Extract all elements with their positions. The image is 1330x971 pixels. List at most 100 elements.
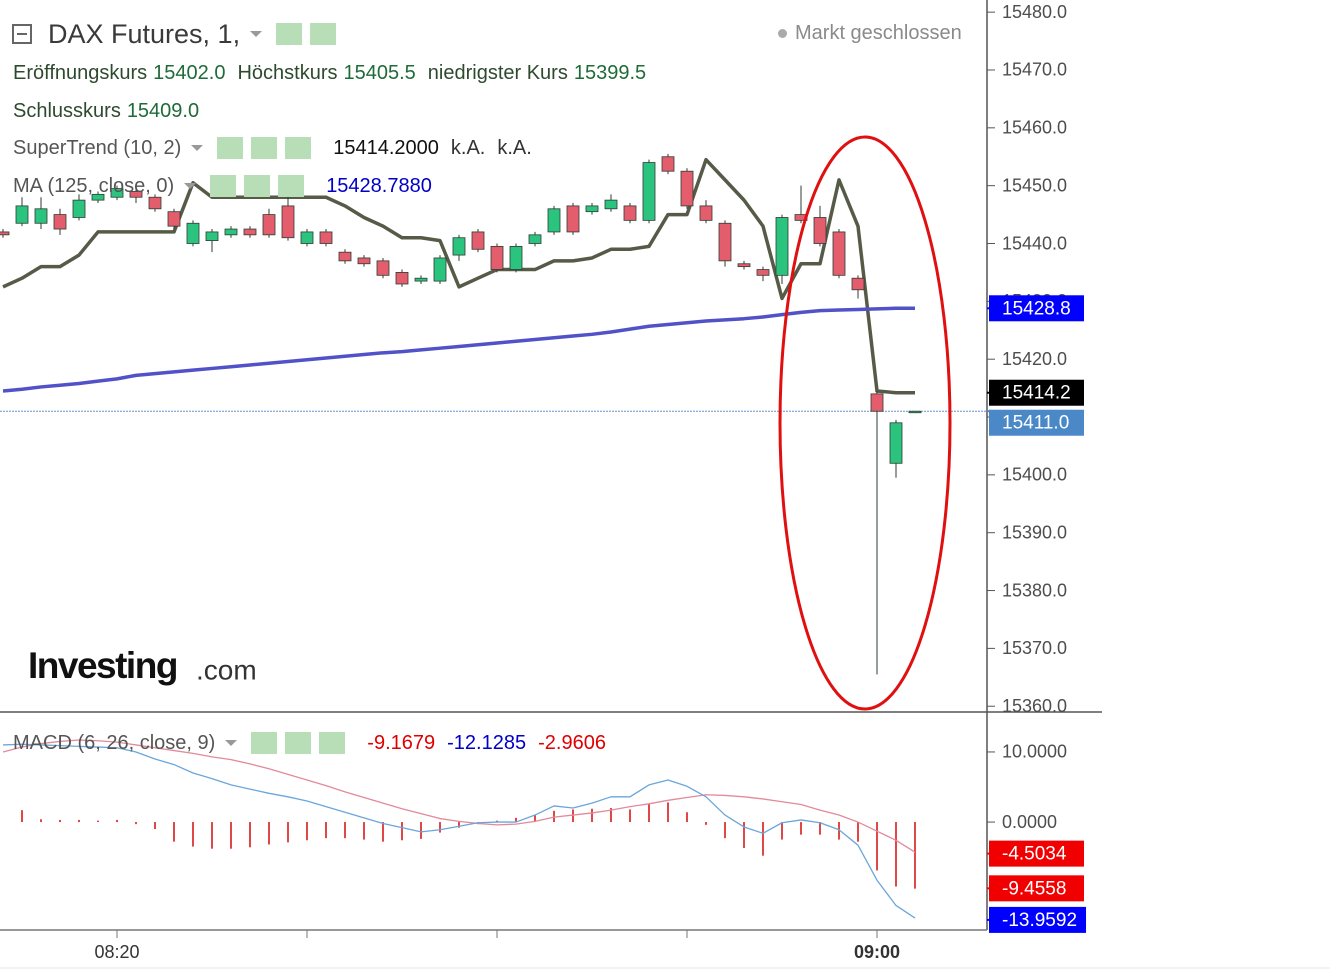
histogram-bar <box>781 822 783 840</box>
histogram-bar <box>97 820 99 823</box>
candle-body <box>34 208 48 224</box>
indicator-line <box>2 306 915 393</box>
candle-body <box>452 237 466 256</box>
histogram-bar <box>59 819 61 823</box>
histogram-bar <box>116 819 118 823</box>
histogram-bar <box>667 802 669 823</box>
candle-body <box>832 231 846 276</box>
histogram-bar <box>591 808 593 823</box>
candle-body <box>737 263 751 268</box>
histogram-bar <box>800 822 802 835</box>
candle-body <box>851 277 865 291</box>
price-tag <box>989 875 1084 902</box>
candle-body <box>281 205 295 239</box>
histogram-bar <box>724 822 726 839</box>
candle-body <box>186 222 200 244</box>
y-tick-label: 15460.0 <box>1002 118 1067 138</box>
price-tag <box>989 906 1087 933</box>
highlight-ellipse <box>778 135 952 711</box>
candle-body <box>395 272 409 285</box>
y-tick-label: 15380.0 <box>1002 580 1067 600</box>
histogram-bar <box>705 822 707 825</box>
candle-body <box>110 188 124 198</box>
histogram-bar <box>287 822 289 843</box>
price-tag-label: 15414.2 <box>1002 383 1071 404</box>
candle-body <box>376 260 390 276</box>
candle-body <box>433 257 447 282</box>
candle-body <box>680 170 694 207</box>
logo-suffix: .com <box>196 654 257 685</box>
candle-body <box>490 245 504 270</box>
histogram-bar <box>325 822 327 839</box>
time-axis-band <box>0 930 987 968</box>
histogram-bar <box>515 817 517 823</box>
candle-body <box>224 228 238 236</box>
candle-body <box>167 211 181 227</box>
candle-body <box>585 205 599 213</box>
price-tag <box>989 295 1084 322</box>
histogram-bar <box>40 819 42 823</box>
histogram-bar <box>743 822 745 848</box>
candle-body <box>0 231 10 236</box>
histogram-bar <box>629 809 631 823</box>
histogram-bar <box>344 822 346 839</box>
candle-body <box>414 277 428 282</box>
histogram-bar <box>78 819 80 823</box>
histogram-bar <box>895 822 897 887</box>
price-tag-label: -13.9592 <box>1002 910 1077 931</box>
x-tick-label: 09:00 <box>854 942 900 962</box>
candle-body <box>775 217 789 276</box>
candle-body <box>547 208 561 233</box>
candle-body <box>623 205 637 221</box>
candle-body <box>91 193 105 201</box>
y-tick-label: 15360.0 <box>1002 696 1067 716</box>
histogram-bar <box>382 822 384 842</box>
candle-body <box>642 162 656 221</box>
histogram-bar <box>553 810 555 823</box>
candle-body <box>661 156 675 172</box>
candle-body <box>889 422 903 464</box>
indicator-line <box>2 743 916 919</box>
candle-body <box>471 231 485 250</box>
candle-body <box>528 234 542 244</box>
x-tick-label: 08:20 <box>94 942 139 962</box>
candle-body <box>72 199 86 218</box>
histogram-bar <box>192 822 194 847</box>
histogram-bar <box>876 822 878 871</box>
candle-body <box>509 245 523 270</box>
y-tick-label: 15450.0 <box>1002 175 1067 195</box>
price-tag <box>989 379 1084 406</box>
candle-body <box>566 205 580 233</box>
candle-body <box>300 231 314 244</box>
candle-body <box>756 269 770 276</box>
histogram-bar <box>458 822 460 828</box>
macd-pane <box>2 739 916 919</box>
histogram-bar <box>21 810 23 823</box>
candle-body <box>15 205 29 224</box>
histogram-bar <box>572 809 574 823</box>
histogram-bar <box>230 822 232 849</box>
y-tick-label: 0.0000 <box>1002 812 1057 832</box>
logo: Investing .com <box>28 645 257 686</box>
histogram-bar <box>211 822 213 849</box>
candle-body <box>148 196 162 210</box>
candle-body <box>262 214 276 236</box>
price-tag-label: 15428.8 <box>1002 298 1071 319</box>
y-tick-label: 15440.0 <box>1002 233 1067 253</box>
indicator-line <box>2 739 916 853</box>
price-pane <box>0 153 987 675</box>
price-tag-label: -4.5034 <box>1002 844 1067 865</box>
candle-body <box>319 231 333 244</box>
price-tag <box>989 840 1084 867</box>
histogram-bar <box>914 822 916 889</box>
histogram-bar <box>819 822 821 835</box>
histogram-bar <box>762 822 764 856</box>
histogram-bar <box>648 803 650 823</box>
y-tick-label: 10.0000 <box>1002 742 1067 762</box>
histogram-bar <box>363 822 365 840</box>
candle-body <box>243 228 257 236</box>
candle-body <box>205 231 219 242</box>
histogram-bar <box>173 822 175 842</box>
histogram-bar <box>420 822 422 839</box>
